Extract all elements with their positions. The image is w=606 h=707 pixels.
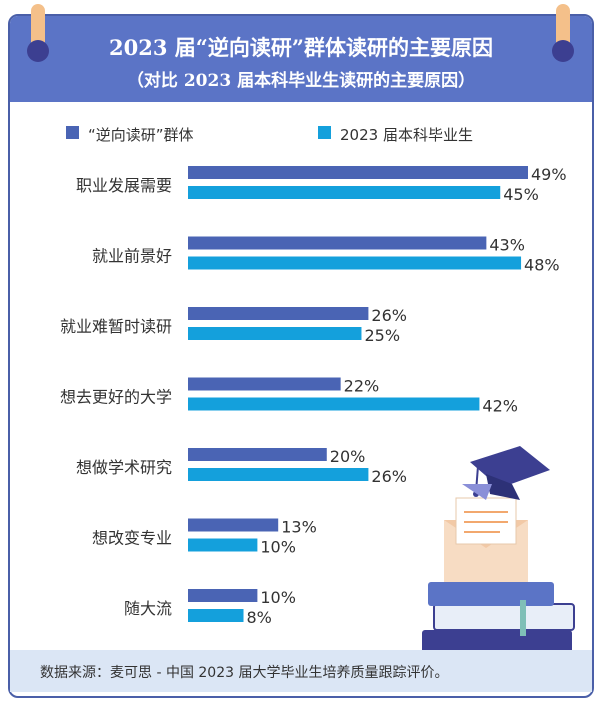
category-label: 想去更好的大学	[60, 388, 172, 407]
data-label-series-2: 42%	[482, 397, 518, 416]
data-label-series-1: 22%	[344, 377, 380, 396]
book-bottom	[422, 630, 572, 656]
data-label-series-1: 26%	[371, 306, 407, 325]
data-label-series-2: 45%	[503, 185, 539, 204]
category-label: 想改变专业	[92, 529, 172, 548]
graduation-cap-icon	[470, 446, 550, 488]
bar-series-1	[188, 307, 369, 320]
binder-ring-left	[31, 4, 45, 50]
category-label: 职业发展需要	[76, 176, 172, 195]
bar-series-2	[188, 538, 258, 552]
data-label-series-2: 48%	[524, 256, 560, 275]
binder-hole-left	[27, 40, 49, 62]
bar-series-2	[188, 397, 480, 411]
bar-series-2	[188, 609, 244, 622]
legend-label-series-1: “逆向读研”群体	[88, 126, 194, 144]
bar-series-1	[188, 166, 528, 179]
legend-swatch-series-2	[318, 126, 331, 139]
chart-title: 2023 届“逆向读研”群体读研的主要原因	[109, 35, 493, 60]
chart-subtitle: （对比 2023 届本科毕业生读研的主要原因）	[126, 71, 476, 91]
bar-series-1	[188, 589, 258, 602]
book-top	[428, 582, 554, 606]
data-label-series-2: 25%	[364, 326, 400, 345]
chart-header: 2023 届“逆向读研”群体读研的主要原因 （对比 2023 届本科毕业生读研的…	[10, 16, 592, 102]
data-label-series-1: 20%	[330, 447, 366, 466]
category-label: 想做学术研究	[76, 458, 172, 477]
binder-ring-right	[556, 4, 570, 50]
data-label-series-1: 13%	[281, 518, 317, 537]
bar-series-1	[188, 448, 327, 461]
category-label: 就业难暂时读研	[60, 317, 172, 336]
data-label-series-1: 49%	[531, 165, 567, 184]
chart-card: 2023 届“逆向读研”群体读研的主要原因 （对比 2023 届本科毕业生读研的…	[8, 14, 594, 698]
bar-series-1	[188, 518, 279, 532]
book-middle	[433, 603, 575, 631]
data-label-series-2: 8%	[247, 608, 272, 627]
source-text: 数据来源：麦可思 - 中国 2023 届大学毕业生培养质量跟踪评价。	[40, 665, 449, 681]
bookmark	[520, 600, 526, 636]
legend-swatch-series-1	[66, 126, 79, 139]
bar-series-2	[188, 468, 369, 481]
graduation-illustration	[422, 446, 575, 656]
bar-series-1	[188, 236, 487, 250]
category-label: 随大流	[124, 599, 172, 618]
source-footer: 数据来源：麦可思 - 中国 2023 届大学毕业生培养质量跟踪评价。	[10, 650, 592, 692]
data-label-series-1: 43%	[489, 236, 525, 255]
bar-series-2	[188, 256, 522, 270]
binder-hole-right	[552, 40, 574, 62]
data-label-series-1: 10%	[260, 588, 296, 607]
data-label-series-2: 10%	[260, 538, 296, 557]
envelope-triangle	[462, 484, 492, 500]
bar-series-2	[188, 327, 362, 340]
legend-label-series-2: 2023 届本科毕业生	[340, 126, 473, 144]
bar-series-1	[188, 377, 341, 391]
bars-layer: 职业发展需要49%45%就业前景好43%48%就业难暂时读研26%25%想去更好…	[60, 165, 567, 627]
data-label-series-2: 26%	[371, 467, 407, 486]
bar-series-2	[188, 186, 501, 199]
category-label: 就业前景好	[92, 247, 172, 266]
